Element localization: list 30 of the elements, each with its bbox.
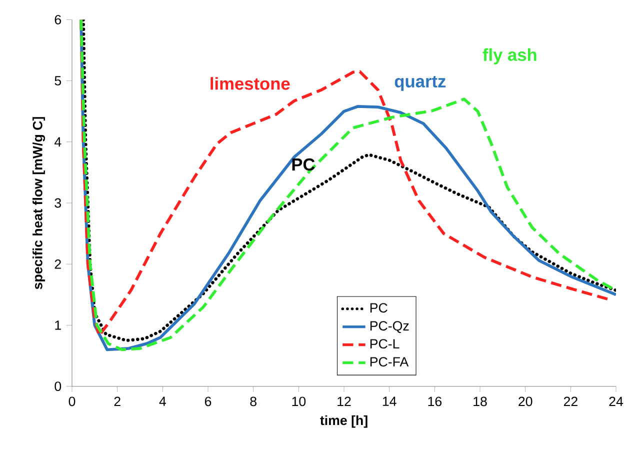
x-tick-label: 20 (518, 396, 532, 406)
x-tick-label: 14 (382, 396, 396, 406)
x-tick-label: 18 (474, 396, 487, 406)
x-tick-label: 12 (338, 396, 351, 406)
annotation: PC (292, 158, 315, 171)
x-tick-label: 10 (292, 396, 306, 406)
x-tick-label: 6 (204, 396, 212, 406)
y-tick-label: 5 (54, 76, 62, 86)
annotation: quartz (394, 76, 446, 91)
y-axis-title: specific heat flow [mW/g C] (32, 117, 46, 290)
legend-label: PC-L (370, 339, 400, 349)
y-tick-label: 6 (54, 14, 62, 24)
y-tick-label: 3 (54, 198, 62, 208)
x-tick-label: 16 (428, 396, 442, 406)
x-axis-title: time [h] (320, 415, 368, 428)
y-tick-label: 4 (54, 137, 62, 146)
x-tick-label: 8 (250, 396, 256, 406)
legend-label: PC-Qz (370, 321, 409, 333)
annotation: fly ash (482, 48, 536, 64)
x-tick-label: 2 (114, 396, 120, 406)
x-tick-label: 4 (159, 396, 166, 406)
x-tick-label: 0 (68, 396, 76, 406)
legend-label: PC-FA (370, 357, 409, 367)
x-tick-label: 22 (564, 396, 578, 406)
y-tick-label: 0 (54, 382, 62, 392)
legend-label: PC (370, 303, 388, 313)
y-tick-label: 1 (55, 320, 61, 330)
annotation: limestone (210, 77, 290, 90)
y-tick-label: 2 (54, 259, 61, 269)
x-tick-label: 24 (609, 396, 624, 406)
